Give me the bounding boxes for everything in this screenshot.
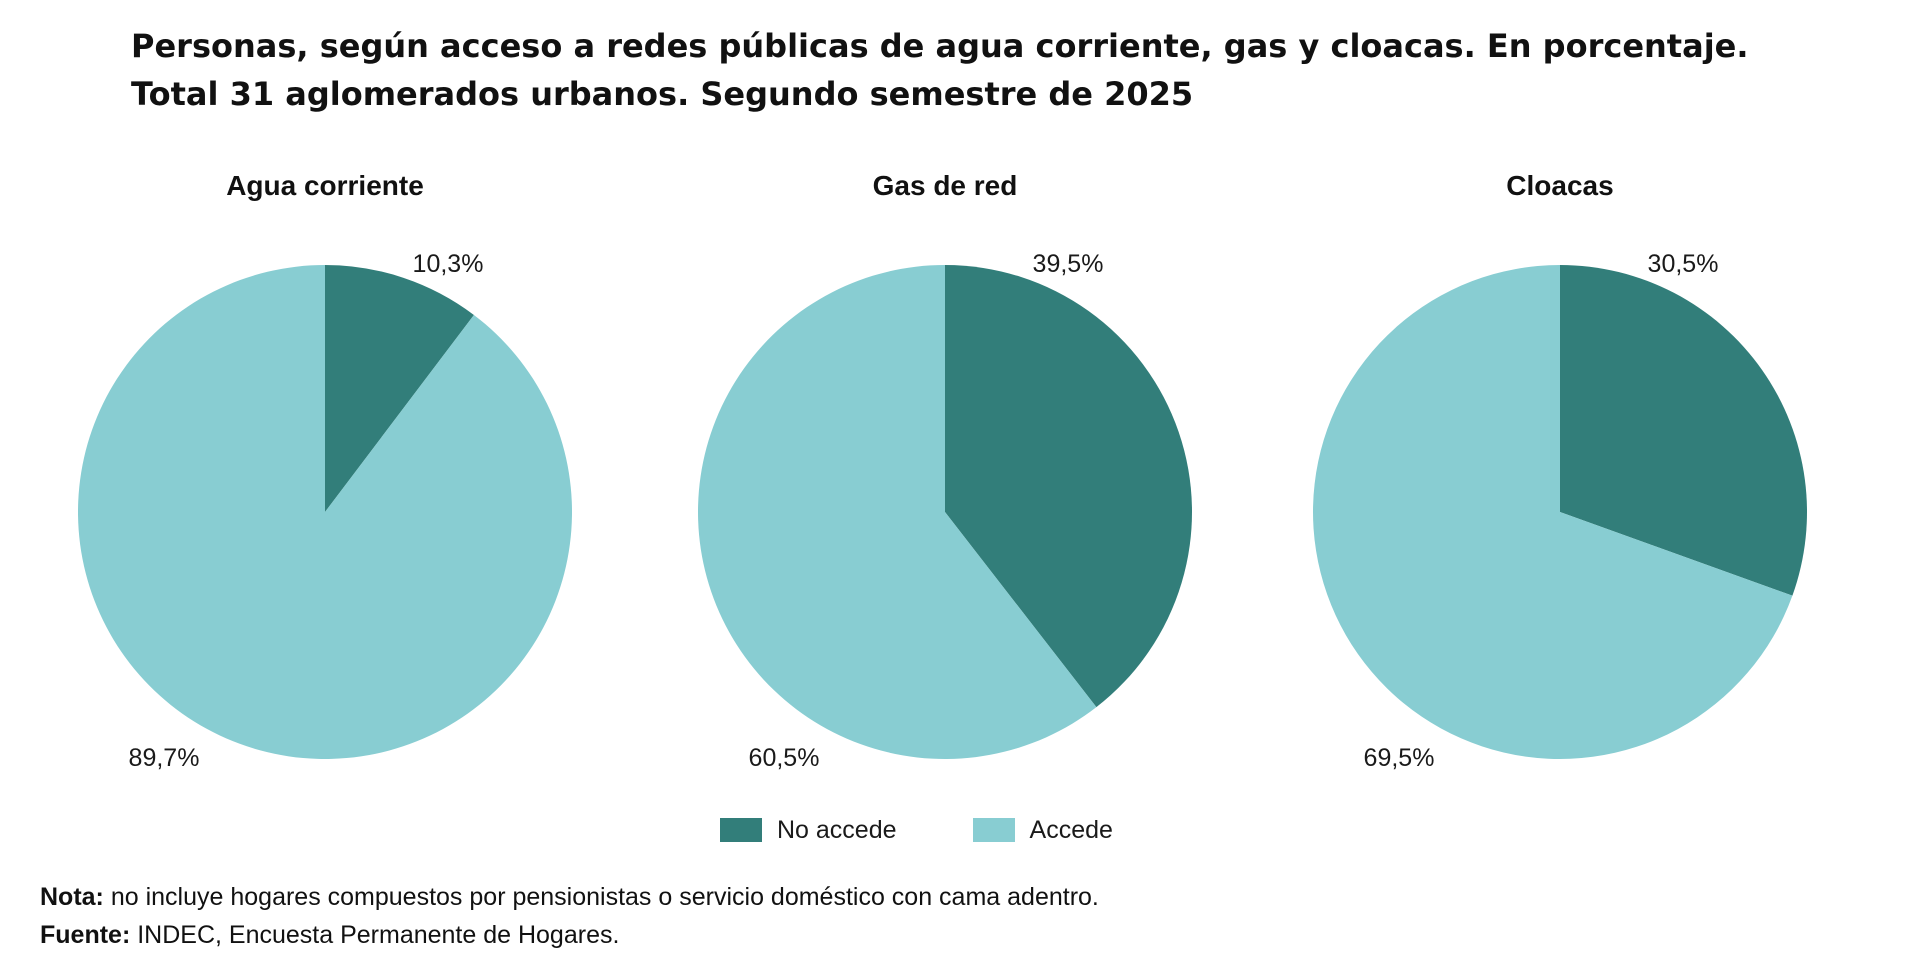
fuente-text: INDEC, Encuesta Permanente de Hogares.: [130, 921, 620, 949]
pie-slice-agua-corriente-accede: [77, 265, 573, 760]
pie-slice-cloacas-no-accede: [1560, 265, 1807, 596]
legend-label-accede: Accede: [1029, 815, 1113, 844]
nota-line: Nota: no incluye hogares compuestos por …: [40, 878, 1099, 916]
nota-label: Nota:: [40, 883, 104, 911]
title-line-2: Total 31 aglomerados urbanos. Segundo se…: [131, 75, 1194, 113]
fuente-line: Fuente: INDEC, Encuesta Permanente de Ho…: [40, 916, 1099, 954]
legend-item-no-accede: No accede: [720, 816, 897, 845]
legend-item-accede: Accede: [972, 815, 1113, 845]
data-label-gas-de-red-no-accede: 39,5%: [1033, 250, 1104, 278]
footer-notes: Nota: no incluye hogares compuestos por …: [40, 878, 1099, 954]
nota-text: no incluye hogares compuestos por pensio…: [103, 883, 1099, 911]
pie-title-cloacas: Cloacas: [1506, 170, 1613, 201]
legend-label-no-accede: No accede: [777, 815, 897, 844]
data-label-agua-corriente-accede: 89,7%: [129, 744, 200, 772]
title-line-1: Personas, según acceso a redes públicas …: [131, 27, 1749, 65]
fuente-label: Fuente:: [40, 921, 131, 949]
legend-swatch-no-accede: [720, 818, 762, 842]
legend-swatch-accede: [972, 818, 1015, 842]
pie-title-gas-de-red: Gas de red: [873, 170, 1018, 201]
data-label-cloacas-no-accede: 30,5%: [1648, 250, 1719, 278]
legend: No accede Accede: [720, 815, 1189, 845]
data-label-cloacas-accede: 69,5%: [1364, 744, 1435, 772]
data-label-gas-de-red-accede: 60,5%: [749, 744, 820, 772]
data-label-agua-corriente-no-accede: 10,3%: [413, 250, 484, 278]
chart-title: Personas, según acceso a redes públicas …: [131, 22, 1891, 118]
pie-slice-cloacas-accede: [1313, 265, 1793, 759]
pie-slice-gas-de-red-accede: [697, 265, 1097, 759]
pie-title-agua-corriente: Agua corriente: [226, 170, 424, 201]
pie-slice-agua-corriente-no-accede: [325, 265, 474, 512]
pie-slice-gas-de-red-no-accede: [945, 265, 1192, 708]
